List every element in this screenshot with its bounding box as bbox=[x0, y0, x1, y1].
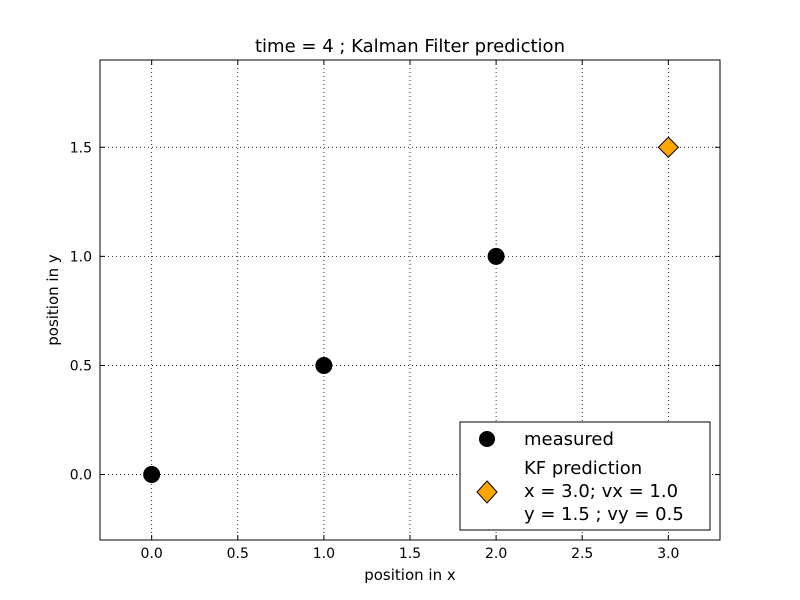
measured-point bbox=[315, 356, 333, 374]
x-tick-label: 1.0 bbox=[313, 546, 335, 562]
x-tick-label: 2.5 bbox=[571, 546, 593, 562]
x-axis-label: position in x bbox=[364, 566, 456, 584]
y-tick-label: 0.0 bbox=[70, 468, 92, 484]
y-tick-label: 1.0 bbox=[70, 249, 92, 265]
x-tick-label: 1.5 bbox=[399, 546, 421, 562]
x-tick-label: 3.0 bbox=[657, 546, 679, 562]
legend-box bbox=[459, 421, 711, 531]
legend-marker-measured bbox=[479, 431, 495, 447]
data-marks bbox=[143, 136, 680, 484]
y-axis-label: position in y bbox=[44, 254, 62, 346]
y-tick-label: 1.5 bbox=[70, 140, 92, 156]
x-tick-label: 0.5 bbox=[227, 546, 249, 562]
chart-title: time = 4 ; Kalman Filter prediction bbox=[255, 36, 565, 57]
y-tick-label: 0.5 bbox=[70, 358, 92, 374]
kf-prediction-point bbox=[657, 136, 680, 158]
legend-label-kf-line1: KF prediction bbox=[524, 458, 642, 479]
x-tick-label: 0.0 bbox=[141, 546, 163, 562]
legend-label-measured: measured bbox=[524, 429, 614, 450]
measured-point bbox=[143, 466, 161, 484]
legend-label-kf-line3: y = 1.5 ; vy = 0.5 bbox=[524, 504, 684, 525]
x-tick-label: 2.0 bbox=[485, 546, 507, 562]
legend-marker-kf-prediction bbox=[476, 480, 498, 504]
axis-ticks: 0.0 0.5 1.0 1.5 2.0 2.5 3.0 0.0 0.5 1.0 1.5 bbox=[70, 60, 720, 562]
measured-point bbox=[487, 247, 505, 265]
legend-label-kf-line2: x = 3.0; vx = 1.0 bbox=[524, 481, 678, 502]
legend: measured KF prediction x = 3.0; vx = 1.0… bbox=[459, 421, 711, 531]
